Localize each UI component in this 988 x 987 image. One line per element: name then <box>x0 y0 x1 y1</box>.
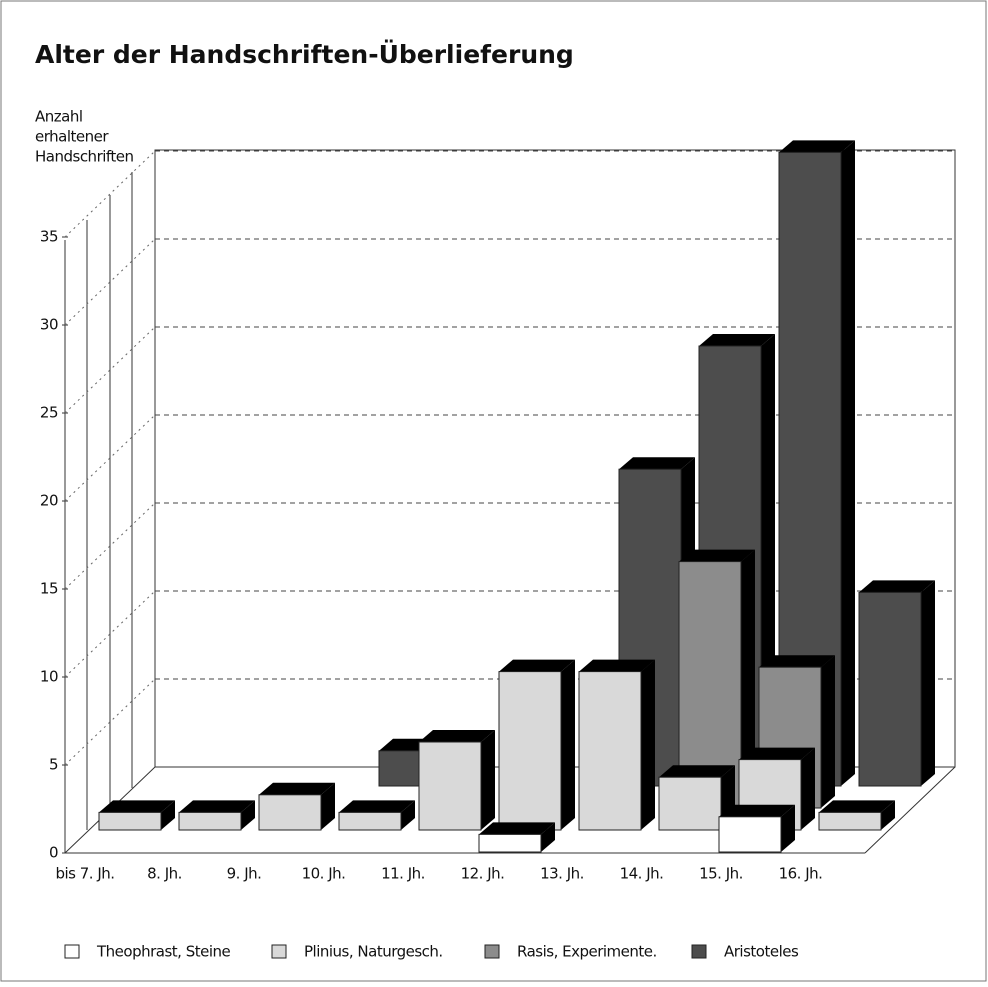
bar-top <box>819 800 895 813</box>
bar-top <box>179 800 255 813</box>
bar-top <box>499 659 575 672</box>
legend-swatch <box>271 944 287 959</box>
bar <box>718 816 782 853</box>
bar <box>498 671 562 831</box>
bar-top <box>779 140 855 153</box>
legend-label: Plinius, Naturgesch. <box>304 943 443 961</box>
x-tick-label: 11. Jh. <box>381 865 425 883</box>
bar <box>658 776 722 831</box>
x-tick-label: 16. Jh. <box>779 865 823 883</box>
bar <box>418 741 482 831</box>
x-tick-label: 14. Jh. <box>620 865 664 883</box>
bar-top <box>619 457 695 470</box>
x-tick-label: 8. Jh. <box>147 865 182 883</box>
x-tick-label: 10. Jh. <box>302 865 346 883</box>
grid-line <box>64 150 156 238</box>
bar-top <box>339 800 415 813</box>
bar-top <box>699 334 775 346</box>
bar <box>478 833 542 853</box>
grid-line <box>64 590 156 678</box>
bar-top <box>759 655 835 668</box>
y-label: erhaltener <box>35 128 109 146</box>
grid-line <box>64 238 156 326</box>
y-tick-label: 20 <box>40 492 58 510</box>
x-tick-label: 15. Jh. <box>699 865 743 883</box>
bar-top <box>579 659 655 672</box>
bar-top <box>859 580 935 593</box>
legend-swatch <box>64 944 80 959</box>
bar-side <box>841 140 855 786</box>
y-tick-label: 0 <box>49 844 58 862</box>
y-tick-label: 30 <box>40 316 58 334</box>
bar-top <box>479 822 555 835</box>
bar-side <box>801 747 815 830</box>
bar-side <box>741 549 755 808</box>
bar-side <box>921 580 935 786</box>
x-tick-label: 13. Jh. <box>540 865 584 883</box>
legend-label: Theophrast, Steine <box>96 943 231 961</box>
bar-side <box>541 822 555 852</box>
bar-side <box>401 800 415 830</box>
x-tick-label: 9. Jh. <box>227 865 262 883</box>
x-tick-label: 12. Jh. <box>461 865 505 883</box>
legend-label: Rasis, Experimente. <box>517 943 657 961</box>
bar-top <box>259 782 335 795</box>
bar <box>178 811 242 831</box>
bar <box>98 811 162 831</box>
bar-side <box>821 655 835 808</box>
y-label: Handschriften <box>35 148 134 166</box>
bar-top <box>739 747 815 760</box>
bar-side <box>781 804 795 852</box>
bar-side <box>561 659 575 830</box>
bar-top <box>659 765 735 778</box>
bar <box>258 794 322 831</box>
bar <box>858 591 922 787</box>
y-tick-label: 15 <box>40 580 58 598</box>
bar <box>338 811 402 831</box>
y-tick-label: 35 <box>40 228 58 246</box>
bar-side <box>241 800 255 830</box>
grid-line <box>64 414 156 502</box>
bar-top <box>99 800 175 813</box>
y-tick-label: 5 <box>49 756 58 774</box>
legend-swatch <box>484 944 500 959</box>
bar-side <box>481 730 495 830</box>
bar-side <box>321 782 335 830</box>
bar-side <box>881 800 895 830</box>
legend-swatch <box>691 944 707 959</box>
bar-side <box>641 659 655 830</box>
y-tick-label: 25 <box>40 404 58 422</box>
legend-label: Aristoteles <box>724 943 799 961</box>
grid-line <box>64 502 156 590</box>
grid-line <box>64 678 156 766</box>
y-tick-label: 10 <box>40 668 58 686</box>
x-tick-label: bis 7. Jh. <box>55 865 114 883</box>
grid-line <box>64 326 156 414</box>
y-label: Anzahl <box>35 108 83 126</box>
bar <box>818 811 882 831</box>
bar-top <box>419 730 495 742</box>
bar-side <box>161 800 175 830</box>
bar-top <box>679 549 755 562</box>
bar-top <box>719 804 795 817</box>
chart-title: Alter der Handschriften-Überlieferung <box>35 39 574 69</box>
bar <box>578 671 642 831</box>
